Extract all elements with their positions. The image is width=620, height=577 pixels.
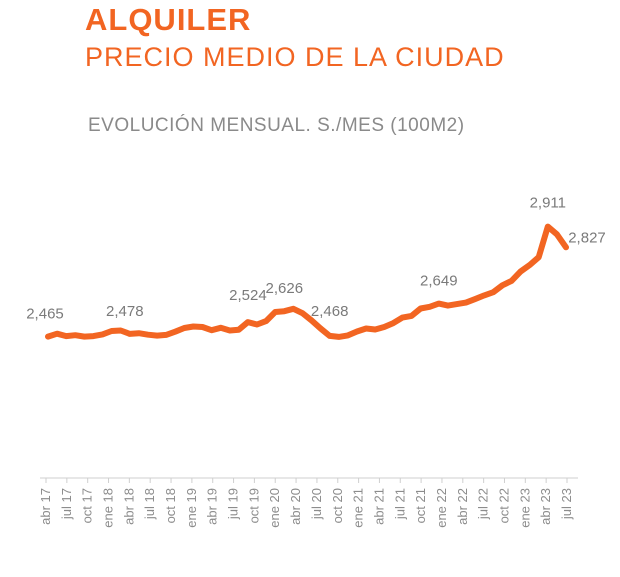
x-tick-label: abr 21 bbox=[371, 488, 386, 525]
x-tick-label: ene 22 bbox=[434, 488, 449, 528]
x-tick-label: oct 19 bbox=[246, 488, 261, 523]
x-tick-label: jul 23 bbox=[559, 488, 574, 520]
x-tick-label: abr 17 bbox=[38, 488, 53, 525]
x-tick-label: oct 17 bbox=[80, 488, 95, 523]
x-tick-label: ene 18 bbox=[101, 488, 116, 528]
x-tick-label: oct 22 bbox=[496, 488, 511, 523]
data-label: 2,626 bbox=[266, 280, 304, 297]
data-label: 2,478 bbox=[106, 303, 144, 320]
chart-main-title: ALQUILER bbox=[85, 2, 252, 37]
x-tick-label: jul 20 bbox=[309, 488, 324, 520]
data-label: 2,524 bbox=[229, 287, 267, 304]
x-tick-label: oct 20 bbox=[330, 488, 345, 523]
x-tick-label: jul 19 bbox=[226, 488, 241, 520]
x-tick-label: oct 21 bbox=[413, 488, 428, 523]
x-tick-label: jul 17 bbox=[59, 488, 74, 520]
chart-subtitle: PRECIO MEDIO DE LA CIUDAD bbox=[85, 42, 505, 72]
chart-description: EVOLUCIÓN MENSUAL. S./MES (100M2) bbox=[88, 115, 465, 136]
data-label: 2,911 bbox=[530, 195, 566, 212]
data-label: 2,468 bbox=[311, 303, 349, 320]
data-label: 2,649 bbox=[420, 273, 458, 290]
data-label: 2,827 bbox=[568, 229, 606, 246]
x-tick-label: oct 18 bbox=[163, 488, 178, 523]
x-tick-label: abr 19 bbox=[205, 488, 220, 525]
series-line bbox=[45, 223, 569, 340]
x-tick-label: jul 22 bbox=[476, 488, 491, 520]
x-tick-label: abr 18 bbox=[121, 488, 136, 525]
x-tick-label: abr 23 bbox=[538, 488, 553, 525]
x-tick-label: jul 21 bbox=[392, 488, 407, 520]
x-tick-label: ene 20 bbox=[267, 488, 282, 528]
x-tick-label: ene 19 bbox=[184, 488, 199, 528]
x-tick-label: jul 18 bbox=[142, 488, 157, 520]
x-tick-label: abr 20 bbox=[288, 488, 303, 525]
data-label: 2,465 bbox=[26, 306, 64, 323]
x-tick-label: ene 21 bbox=[351, 488, 366, 528]
x-tick-label: abr 22 bbox=[455, 488, 470, 525]
x-tick-label: ene 23 bbox=[517, 488, 532, 528]
